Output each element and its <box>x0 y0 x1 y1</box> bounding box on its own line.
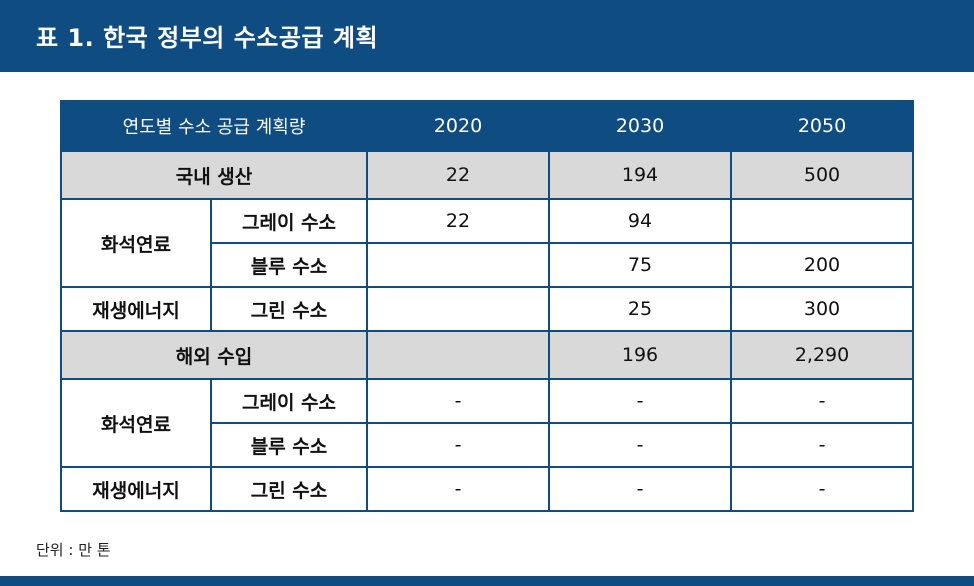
domestic-total-2030: 194 <box>548 150 733 200</box>
domestic-blue-row: 블루 수소 75 200 <box>61 242 915 288</box>
overseas-grey-2030: - <box>548 378 733 424</box>
overseas-total-2020 <box>366 330 551 380</box>
overseas-total-2050: 2,290 <box>730 330 915 380</box>
domestic-total-row: 국내 생산 22 194 500 <box>59 150 915 200</box>
overseas-grey-2050: - <box>730 378 915 424</box>
domestic-blue-2050: 200 <box>730 242 915 288</box>
overseas-green-2030: - <box>548 466 733 512</box>
domestic-green-2050: 300 <box>730 286 915 332</box>
hydrogen-supply-table: 연도별 수소 공급 계획량 2020 2030 2050 국내 생산 22 19… <box>59 100 915 512</box>
overseas-label: 해외 수입 <box>59 330 369 380</box>
header-year-2050: 2050 <box>730 100 915 152</box>
overseas-grey-row: 화석연료 그레이 수소 - - - <box>60 378 915 468</box>
header-year-2020: 2020 <box>366 100 551 152</box>
domestic-grey-row: 화석연료 그레이 수소 22 94 <box>60 198 915 288</box>
overseas-blue-2030: - <box>548 422 733 468</box>
domestic-total-2020: 22 <box>366 150 551 200</box>
overseas-fossil-label: 화석연료 <box>60 378 212 468</box>
domestic-grey-label: 그레이 수소 <box>209 198 369 244</box>
domestic-blue-label: 블루 수소 <box>209 242 369 288</box>
table-title: 표 1. 한국 정부의 수소공급 계획 <box>36 24 379 52</box>
overseas-green-2050: - <box>730 466 915 512</box>
header-year-2030: 2030 <box>548 100 733 152</box>
domestic-green-2020 <box>366 286 551 332</box>
unit-note: 단위 : 만 톤 <box>36 541 111 559</box>
bottom-bar <box>0 576 974 586</box>
domestic-fossil-label: 화석연료 <box>60 198 212 288</box>
overseas-green-row: 재생에너지 그린 수소 - - - <box>60 466 915 512</box>
overseas-blue-row: 블루 수소 - - - <box>61 422 915 468</box>
overseas-blue-label: 블루 수소 <box>209 422 369 468</box>
overseas-grey-label: 그레이 수소 <box>209 378 369 424</box>
domestic-grey-2020: 22 <box>366 198 551 244</box>
domestic-renewable-label: 재생에너지 <box>60 286 212 332</box>
domestic-green-row: 재생에너지 그린 수소 25 300 <box>60 286 915 332</box>
overseas-grey-2020: - <box>366 378 551 424</box>
domestic-total-2050: 500 <box>730 150 915 200</box>
title-bar: 표 1. 한국 정부의 수소공급 계획 <box>0 0 974 72</box>
domestic-grey-2050 <box>730 198 915 244</box>
overseas-green-label: 그린 수소 <box>209 466 369 512</box>
overseas-renewable-label: 재생에너지 <box>60 466 212 512</box>
header-row: 연도별 수소 공급 계획량 2020 2030 2050 <box>59 100 915 152</box>
domestic-blue-2030: 75 <box>548 242 733 288</box>
overseas-green-2020: - <box>366 466 551 512</box>
domestic-label: 국내 생산 <box>59 150 369 200</box>
overseas-total-2030: 196 <box>548 330 733 380</box>
domestic-grey-2030: 94 <box>548 198 733 244</box>
domestic-green-2030: 25 <box>548 286 733 332</box>
overseas-total-row: 해외 수입 196 2,290 <box>59 330 915 380</box>
header-label: 연도별 수소 공급 계획량 <box>59 100 369 152</box>
overseas-blue-2050: - <box>730 422 915 468</box>
domestic-blue-2020 <box>366 242 551 288</box>
domestic-green-label: 그린 수소 <box>209 286 369 332</box>
overseas-blue-2020: - <box>366 422 551 468</box>
